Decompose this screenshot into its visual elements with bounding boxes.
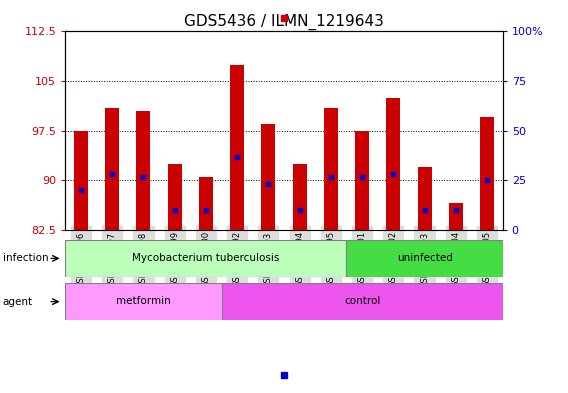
Text: agent: agent: [3, 297, 33, 307]
Bar: [449, 204, 463, 230]
Bar: [346, 240, 503, 277]
Bar: [386, 97, 400, 230]
Bar: [230, 64, 244, 230]
Bar: [480, 118, 494, 230]
Bar: [65, 283, 222, 320]
Bar: [222, 283, 503, 320]
Bar: [293, 164, 307, 230]
Bar: [355, 130, 369, 230]
Text: infection: infection: [3, 253, 48, 263]
Bar: [261, 124, 275, 230]
Text: uninfected: uninfected: [396, 253, 453, 263]
Text: metformin: metformin: [116, 296, 171, 306]
Bar: [168, 164, 182, 230]
Text: GDS5436 / ILMN_1219643: GDS5436 / ILMN_1219643: [184, 14, 384, 30]
Bar: [199, 177, 213, 230]
Text: control: control: [344, 296, 381, 306]
Bar: [65, 240, 346, 277]
Bar: [74, 130, 88, 230]
Bar: [417, 167, 432, 230]
Text: Mycobacterium tuberculosis: Mycobacterium tuberculosis: [132, 253, 279, 263]
Bar: [136, 111, 151, 230]
Bar: [324, 108, 338, 230]
Bar: [105, 108, 119, 230]
